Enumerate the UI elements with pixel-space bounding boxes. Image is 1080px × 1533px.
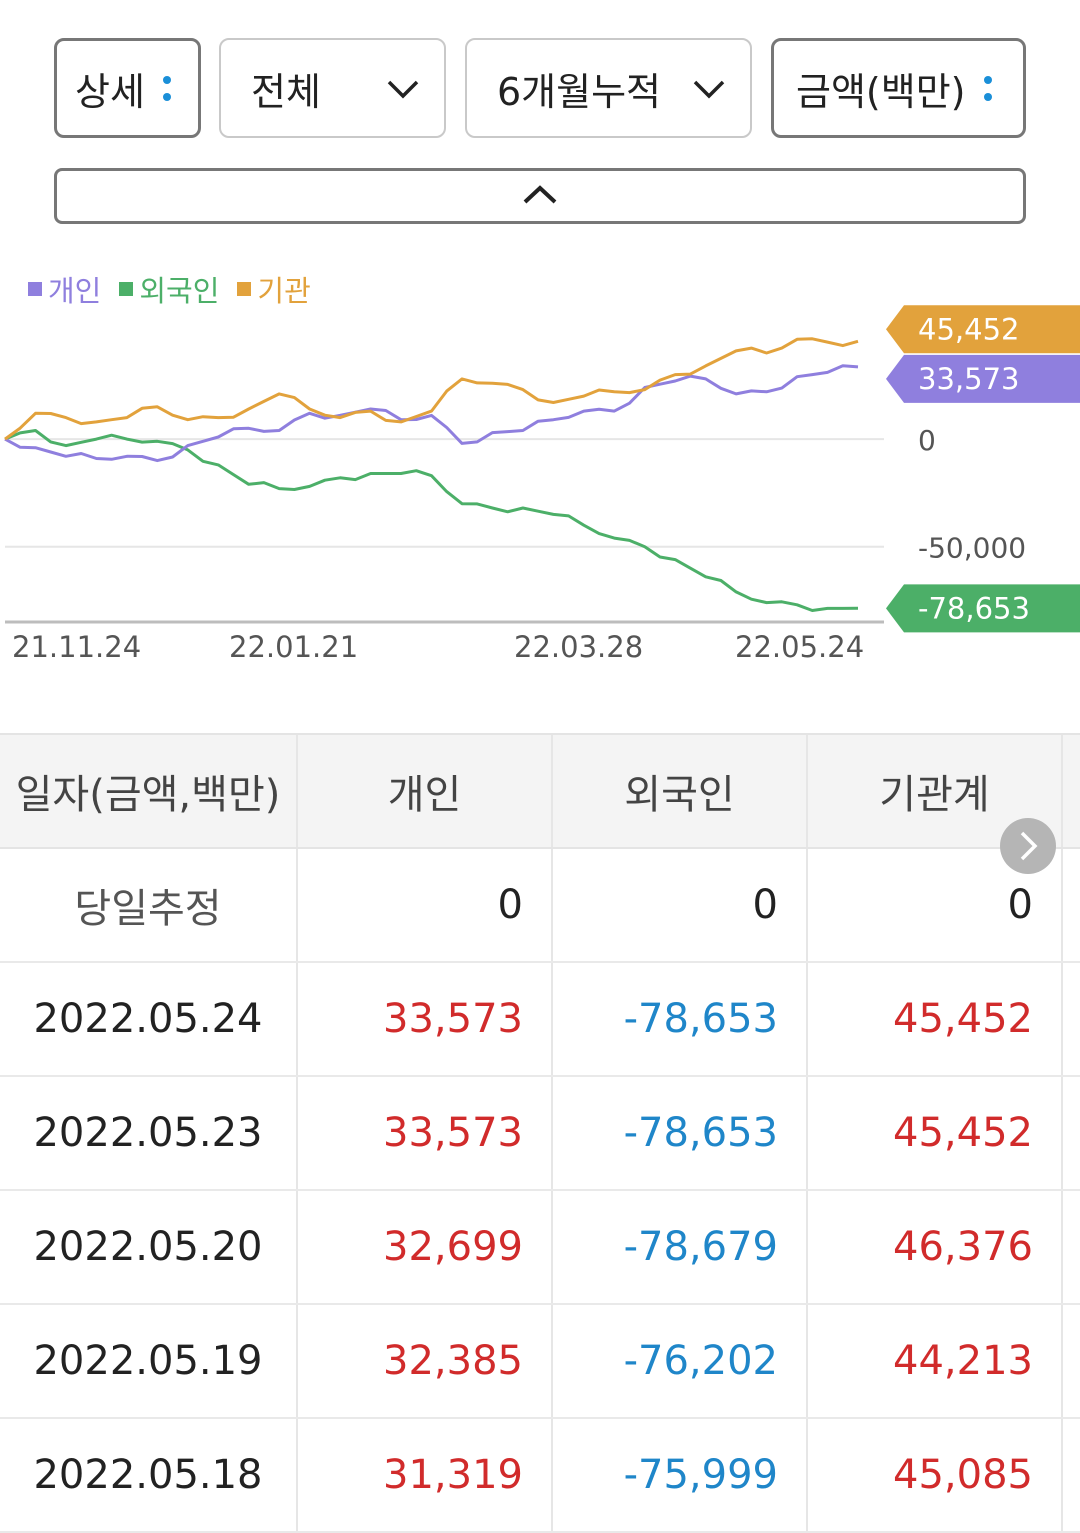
x-tick-label: 21.11.24 — [12, 630, 141, 664]
y-tick-label: 0 — [918, 424, 936, 457]
x-tick-label: 22.01.21 — [229, 630, 358, 664]
row-individual: 32,385 — [298, 1305, 553, 1417]
chevron-down-icon — [387, 80, 419, 99]
market-select[interactable]: 전체 — [219, 38, 446, 138]
series-line-individual — [4, 364, 859, 463]
end-value-label: 45,452 — [918, 312, 1019, 346]
table-row: 2022.05.18 31,319 -75,999 45,085 — [0, 1419, 1080, 1533]
header-date: 일자(금액,백만) — [0, 735, 298, 847]
legend-swatch-foreign — [119, 282, 134, 296]
legend-label-institution: 기관 — [257, 274, 311, 308]
detail-select-label: 상세 — [75, 69, 145, 114]
row-date: 2022.05.18 — [0, 1419, 298, 1531]
legend-label-individual: 개인 — [48, 274, 102, 308]
row-individual: 33,573 — [298, 963, 553, 1075]
row-individual: 31,319 — [298, 1419, 553, 1531]
row-institution: 44,213 — [808, 1305, 1063, 1417]
row-extra — [1063, 849, 1080, 961]
row-date: 2022.05.20 — [0, 1191, 298, 1303]
end-value-tag-individual: 33,573 — [886, 354, 1080, 403]
table-row: 2022.05.23 33,573 -78,653 45,452 — [0, 1077, 1080, 1191]
end-value-tag-foreign: -78,653 — [886, 584, 1080, 633]
end-value-label: -78,653 — [918, 591, 1030, 625]
row-date: 2022.05.24 — [0, 963, 298, 1075]
row-extra — [1063, 1305, 1080, 1417]
row-foreign: -78,653 — [553, 1077, 808, 1189]
legend-item-individual: 개인 — [28, 268, 101, 310]
chevron-down-icon — [693, 80, 725, 99]
legend-swatch-individual — [28, 282, 42, 296]
header-institution: 기관계 — [808, 735, 1063, 847]
period-select[interactable]: 6개월누적 — [465, 38, 752, 138]
legend-item-foreign: 외국인 — [119, 268, 219, 310]
x-tick-label: 22.05.24 — [735, 630, 864, 664]
row-date: 2022.05.19 — [0, 1305, 298, 1417]
row-extra — [1063, 1191, 1080, 1303]
header-individual: 개인 — [298, 735, 553, 847]
chart-legend: 개인 외국인 기관 — [28, 268, 311, 310]
table-body: 당일추정 0 0 0 2022.05.24 33,573 -78,653 45,452 2022… — [0, 849, 1080, 1533]
row-date: 당일추정 — [0, 849, 298, 961]
row-institution: 0 — [808, 849, 1063, 961]
end-value-tag-shape — [886, 354, 1080, 403]
row-foreign: 0 — [553, 849, 808, 961]
end-value-tag-institution: 45,452 — [886, 305, 1080, 354]
x-tick-label: 22.03.28 — [514, 630, 643, 664]
table-row: 2022.05.24 33,573 -78,653 45,452 — [0, 963, 1080, 1077]
more-dots-icon — [983, 75, 992, 101]
row-foreign: -75,999 — [553, 1419, 808, 1531]
unit-select[interactable]: 금액(백만) — [771, 38, 1026, 138]
row-extra — [1063, 1419, 1080, 1531]
series-line-foreign — [4, 429, 859, 612]
legend-item-institution: 기관 — [237, 268, 311, 310]
detail-select[interactable]: 상세 — [54, 38, 201, 138]
row-foreign: -78,679 — [553, 1191, 808, 1303]
row-extra — [1063, 963, 1080, 1075]
row-institution: 46,376 — [808, 1191, 1063, 1303]
legend-label-foreign: 외국인 — [139, 274, 220, 308]
investor-trend-chart: 0 -50,000 21.11.24 22.01.21 22.03.28 22.05.24… — [4, 305, 1080, 664]
row-extra — [1063, 1077, 1080, 1189]
row-foreign: -78,653 — [553, 963, 808, 1075]
table-row: 2022.05.20 32,699 -78,679 46,376 — [0, 1191, 1080, 1305]
unit-select-label: 금액(백만) — [796, 69, 966, 114]
header-extra — [1063, 735, 1080, 847]
scroll-right-button[interactable] — [1000, 818, 1056, 874]
row-institution: 45,452 — [808, 1077, 1063, 1189]
row-individual: 0 — [298, 849, 553, 961]
table-row: 2022.05.19 32,385 -76,202 44,213 — [0, 1305, 1080, 1419]
end-value-tag-shape — [886, 584, 1080, 633]
chevron-up-icon — [523, 185, 557, 204]
row-individual: 32,699 — [298, 1191, 553, 1303]
period-select-label: 6개월누적 — [497, 69, 662, 114]
row-institution: 45,452 — [808, 963, 1063, 1075]
row-foreign: -76,202 — [553, 1305, 808, 1417]
y-tick-label: -50,000 — [918, 532, 1026, 565]
series-line-institution — [4, 337, 859, 441]
row-individual: 33,573 — [298, 1077, 553, 1189]
header-foreign: 외국인 — [553, 735, 808, 847]
end-value-label: 33,573 — [918, 362, 1019, 396]
market-select-label: 전체 — [251, 69, 321, 114]
row-institution: 45,085 — [808, 1419, 1063, 1531]
table-header: 일자(금액,백만) 개인 외국인 기관계 — [0, 733, 1080, 849]
legend-swatch-institution — [237, 282, 252, 296]
more-dots-icon — [162, 75, 171, 101]
row-date: 2022.05.23 — [0, 1077, 298, 1189]
chevron-right-icon — [1020, 831, 1038, 861]
investor-table: 일자(금액,백만) 개인 외국인 기관계 당일추정 0 0 0 2022.05.24 33… — [0, 733, 1080, 1533]
table-row: 당일추정 0 0 0 — [0, 849, 1080, 963]
collapse-filters-button[interactable] — [54, 168, 1026, 224]
end-value-tag-shape — [886, 305, 1080, 354]
